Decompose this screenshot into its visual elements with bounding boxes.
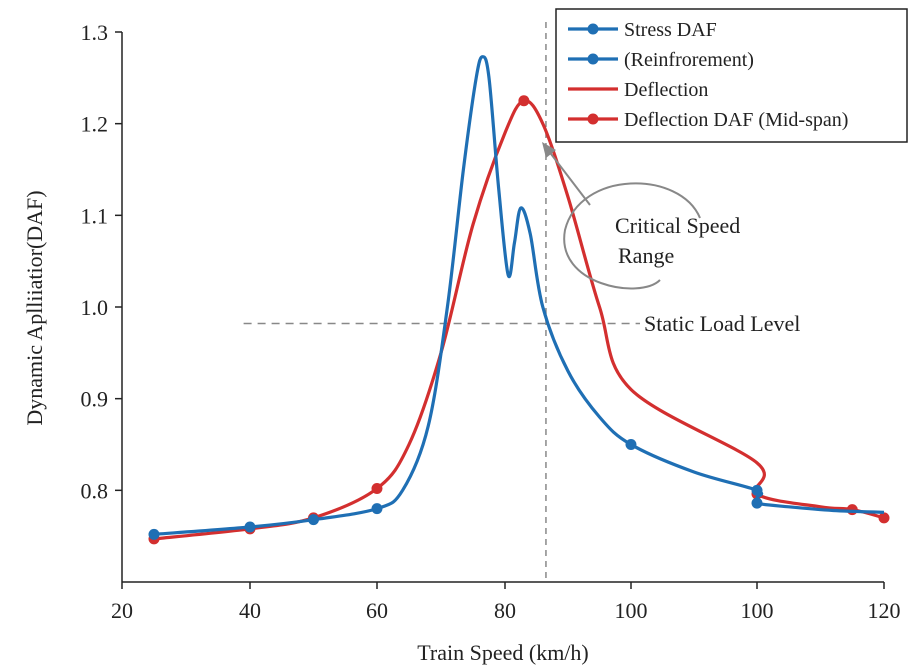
x-tick-label: 100 — [615, 598, 648, 623]
critical-speed-annotation: Critical Speed Range — [542, 142, 746, 290]
data-point — [371, 503, 383, 515]
legend: Stress DAF (Reinfrorement) Deflection Defle… — [555, 8, 908, 143]
data-point — [371, 483, 383, 494]
data-point — [625, 439, 637, 450]
legend-item: Deflection — [568, 79, 708, 101]
legend-item: (Reinfrorement) — [568, 49, 754, 71]
data-point — [244, 521, 256, 533]
y-tick-label: 1.1 — [81, 203, 109, 228]
critical-speed-arrow-head — [542, 142, 556, 158]
data-point — [308, 514, 319, 526]
legend-item: Stress DAF — [568, 19, 717, 41]
data-point — [148, 528, 160, 540]
x-tick-label: 100 — [741, 598, 774, 623]
x-ticks: 20 40 60 80 100 100 120 — [111, 582, 901, 623]
series-layer — [148, 55, 890, 545]
legend-label: Deflection — [624, 79, 708, 101]
x-tick-label: 60 — [366, 598, 388, 623]
legend-items: Stress DAF (Reinfrorement) Deflection Defle… — [568, 19, 848, 131]
y-axis-title: Dynamic Aplliiatior(DAF) — [22, 190, 47, 425]
legend-label: Stress DAF — [624, 19, 717, 41]
x-tick-label: 120 — [868, 598, 901, 623]
critical-speed-range-line-1: Critical Speed — [615, 213, 740, 238]
legend-item: Deflection DAF (Mid-span) — [568, 109, 848, 131]
critical-speed-arc — [563, 182, 701, 290]
x-axis-title: Train Speed (km/h) — [417, 640, 589, 665]
data-point — [846, 504, 858, 516]
x-tick-label: 40 — [239, 598, 261, 623]
data-point — [878, 512, 890, 524]
data-point — [751, 497, 763, 509]
static-load-level-label: Static Load Level — [644, 311, 800, 336]
critical-speed-range-line-2: Range — [618, 243, 674, 268]
data-point — [751, 484, 763, 496]
y-tick-label: 1.3 — [81, 20, 109, 45]
critical-speed-arrow-shaft — [547, 149, 591, 206]
x-tick-label: 80 — [494, 598, 516, 623]
y-ticks: 0.8 0.9 1.0 1.1 1.2 1.3 — [81, 20, 122, 503]
legend-swatch-marker — [587, 53, 599, 65]
series-stress-daf — [148, 55, 885, 540]
y-tick-label: 1.2 — [81, 112, 109, 137]
x-tick-label: 20 — [111, 598, 133, 623]
legend-swatch-marker — [587, 113, 599, 125]
y-tick-label: 0.9 — [81, 387, 109, 412]
critical-speed-range-label: Critical Speed Range — [615, 213, 746, 268]
legend-swatch-marker — [587, 23, 599, 35]
data-point — [518, 95, 530, 107]
plot-area: 0.8 0.9 1.0 1.1 1.2 1.3 20 40 60 80 100 100 120 — [81, 20, 901, 623]
legend-label: (Reinfrorement) — [624, 49, 754, 71]
y-tick-label: 0.8 — [81, 478, 109, 503]
legend-label: Deflection DAF (Mid-span) — [624, 109, 848, 131]
y-tick-label: 1.0 — [81, 295, 109, 320]
